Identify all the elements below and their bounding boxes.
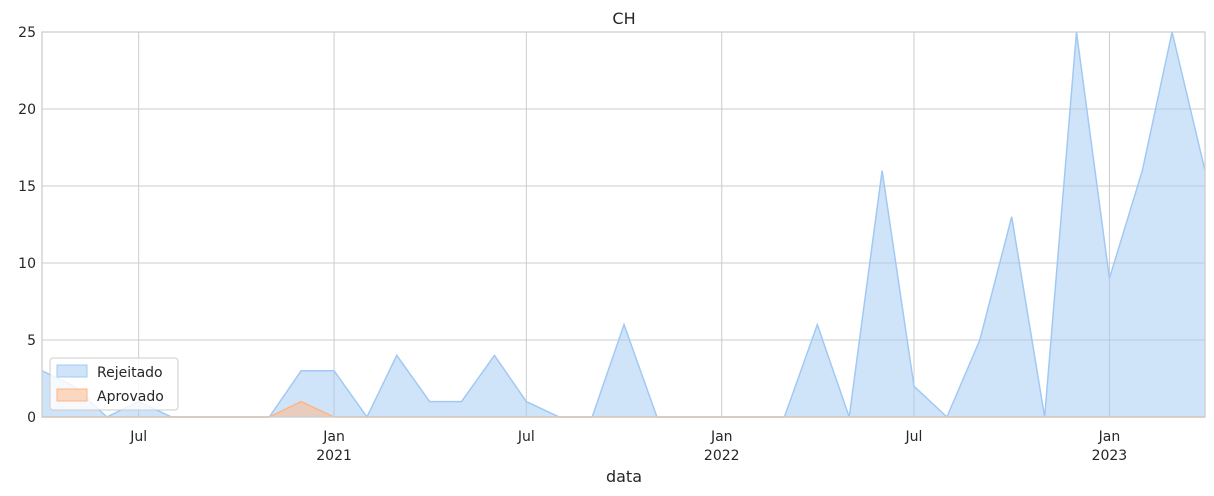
x-tick-year-label: 2023 [1092,448,1128,464]
area-rejeitado [42,32,1205,417]
x-tick-label: Jul [905,429,923,445]
x-tick-label: Jul [129,429,147,445]
x-axis-title: data [606,467,642,486]
y-tick-label: 20 [18,102,36,118]
x-tick-label: Jul [517,429,535,445]
x-tick-label: Jan [322,429,345,445]
x-axis-ticks: Jul Jan 2021 Jul Jan 2022 Jul Jan 2023 [129,429,1127,464]
x-tick-year-label: 2022 [704,448,740,464]
chart-title: CH [612,9,635,28]
y-tick-label: 10 [18,256,36,272]
y-tick-label: 0 [27,410,36,426]
legend-swatch-rejeitado [56,364,88,378]
plot-areas [41,31,1206,419]
x-tick-year-label: 2021 [316,448,352,464]
plot-frame [41,31,1206,418]
y-tick-label: 25 [18,25,36,41]
x-tick-label: Jan [1098,429,1121,445]
legend: Rejeitado Aprovado [49,357,179,411]
legend-swatch-aprovado [56,388,88,402]
legend-label-aprovado: Aprovado [97,389,164,405]
x-tick-label: Jan [710,429,733,445]
y-axis-ticks: 0 5 10 15 20 25 [18,25,36,426]
y-tick-label: 15 [18,179,36,195]
y-tick-label: 5 [27,333,36,349]
legend-label-rejeitado: Rejeitado [97,365,163,381]
